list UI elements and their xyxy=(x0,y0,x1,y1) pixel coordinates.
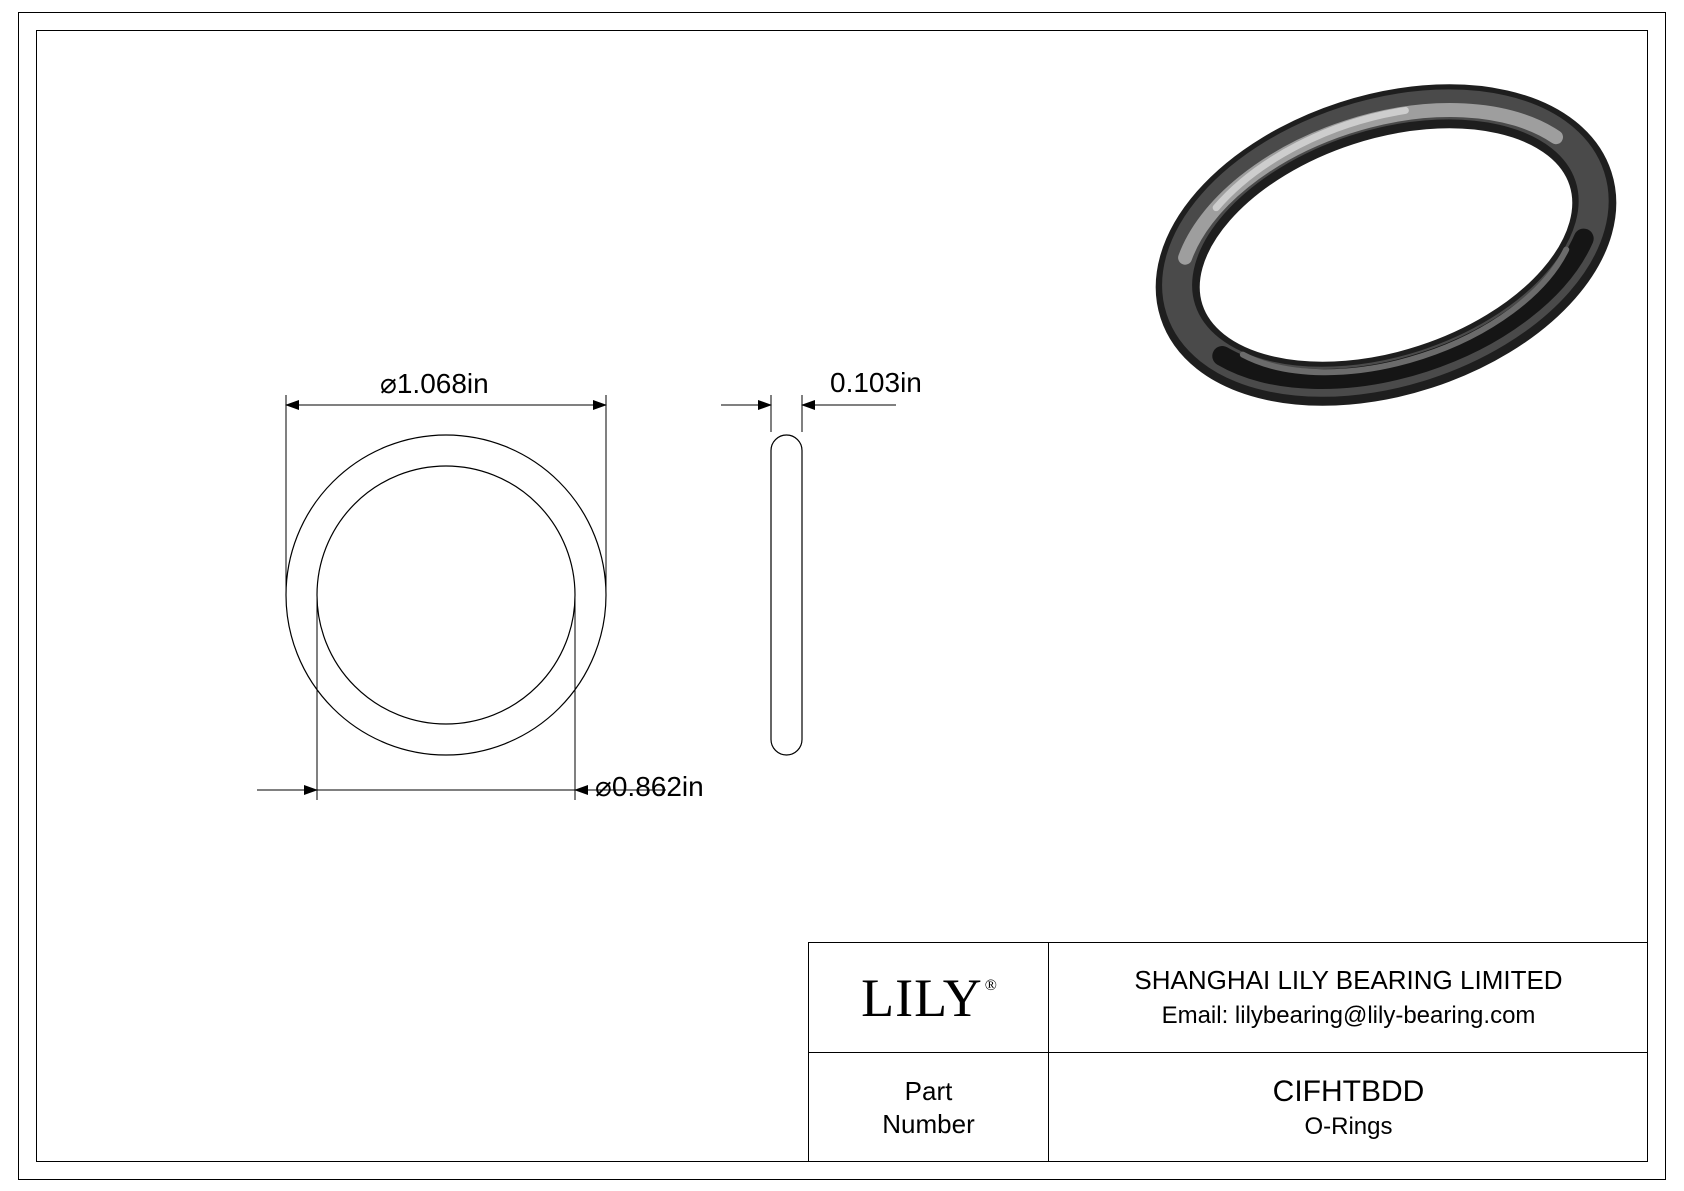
part-label-cell: Part Number xyxy=(809,1053,1049,1162)
company-email: Email: lilybearing@lily-bearing.com xyxy=(1162,1002,1536,1030)
dim-cross-section xyxy=(721,395,896,432)
title-block-row-part: Part Number CIFHTBDD O-Rings xyxy=(809,1053,1648,1162)
company-name: SHANGHAI LILY BEARING LIMITED xyxy=(1134,965,1562,996)
front-view xyxy=(286,435,606,755)
part-description: O-Rings xyxy=(1304,1113,1392,1141)
inner-diameter-label: ⌀0.862in xyxy=(595,770,704,803)
title-block-row-company: LILY® SHANGHAI LILY BEARING LIMITED Emai… xyxy=(809,943,1648,1053)
part-label-line2: Number xyxy=(882,1108,974,1141)
part-number: CIFHTBDD xyxy=(1273,1075,1425,1109)
side-view xyxy=(771,435,802,755)
dim-outer-diameter xyxy=(286,395,606,592)
title-block: LILY® SHANGHAI LILY BEARING LIMITED Emai… xyxy=(808,942,1648,1162)
logo-cell: LILY® xyxy=(809,943,1049,1052)
cross-section-label: 0.103in xyxy=(830,367,922,399)
part-label-line1: Part xyxy=(905,1075,953,1108)
logo-name: LILY xyxy=(861,968,983,1028)
outer-diameter-label: ⌀1.068in xyxy=(380,367,489,400)
part-info-cell: CIFHTBDD O-Rings xyxy=(1049,1053,1648,1162)
company-cell: SHANGHAI LILY BEARING LIMITED Email: lil… xyxy=(1049,943,1648,1052)
logo-text: LILY® xyxy=(861,967,996,1029)
o-ring-3d-render xyxy=(1141,55,1630,433)
registered-icon: ® xyxy=(985,977,998,994)
